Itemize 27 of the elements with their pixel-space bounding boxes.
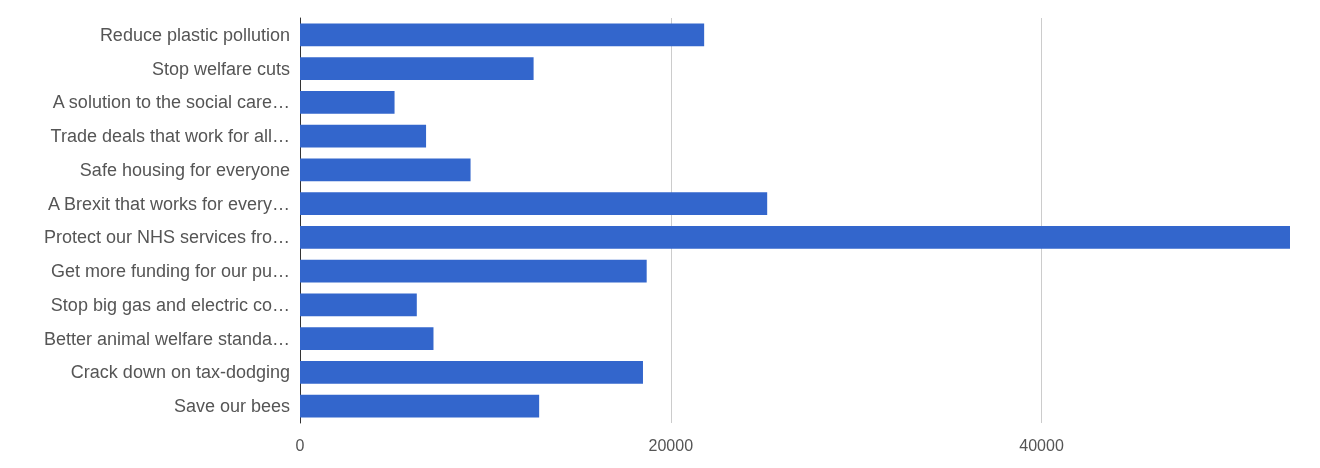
y-tick-label: Stop welfare cuts xyxy=(151,58,290,79)
y-tick-label: Save our bees xyxy=(173,396,290,417)
bar xyxy=(300,192,768,216)
x-tick-label: 20000 xyxy=(648,436,694,454)
y-tick-label: A solution to the social care… xyxy=(52,92,290,113)
bar xyxy=(300,57,534,81)
x-tick-label: 0 xyxy=(295,436,305,454)
bar xyxy=(300,124,427,148)
bar xyxy=(300,259,647,283)
y-tick-label: Safe housing for everyone xyxy=(79,159,290,180)
bar xyxy=(300,90,395,114)
bar xyxy=(300,158,471,182)
bar xyxy=(300,293,417,317)
bar xyxy=(300,327,434,351)
bar xyxy=(300,23,705,47)
y-tick-label: Get more funding for our pu… xyxy=(50,261,290,282)
y-tick-label: Trade deals that work for all… xyxy=(50,126,290,147)
y-tick-label: A Brexit that works for every… xyxy=(47,193,290,214)
y-tick-label: Protect our NHS services fro… xyxy=(43,227,290,248)
x-tick-label: 40000 xyxy=(1019,436,1064,454)
y-tick-label: Better animal welfare standa… xyxy=(43,328,290,349)
bar xyxy=(300,225,1290,249)
y-tick-label: Stop big gas and electric co… xyxy=(50,294,290,315)
y-tick-label: Reduce plastic pollution xyxy=(99,24,290,45)
bar xyxy=(300,360,643,384)
bar xyxy=(300,394,540,418)
y-tick-label: Crack down on tax-dodging xyxy=(70,362,290,383)
